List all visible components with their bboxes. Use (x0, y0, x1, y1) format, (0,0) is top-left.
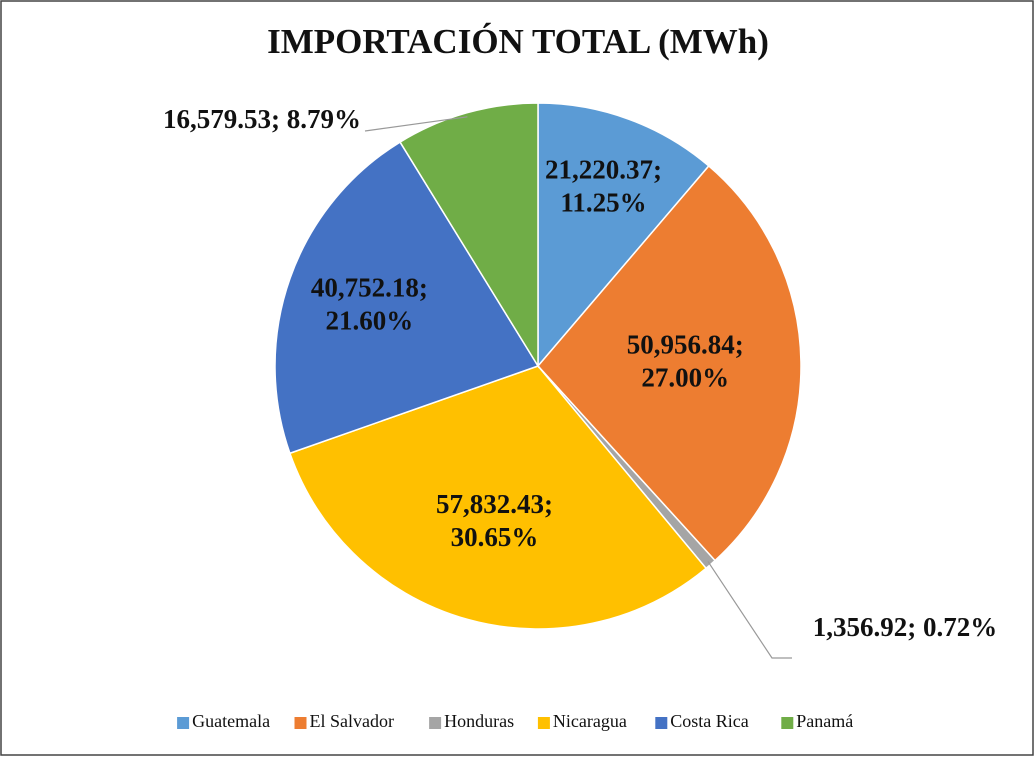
legend-label: Costa Rica (670, 711, 749, 731)
legend-swatch (177, 717, 190, 729)
legend-swatch (537, 717, 550, 729)
pie-slice (274, 141, 540, 455)
data-label-line: 11.25% (560, 188, 646, 218)
pie-slice (537, 102, 710, 369)
pie-slice (288, 365, 708, 630)
leader-line (364, 116, 468, 132)
data-label: 21,220.37; 11.25% (545, 155, 662, 218)
data-label-line: 57,832.43; (436, 489, 553, 519)
data-label-line: 21,220.37; (545, 155, 662, 185)
legend-label: Nicaragua (553, 711, 627, 731)
data-label: 50,956.84; 27.00% (627, 330, 744, 393)
legend-label: Guatemala (192, 711, 270, 731)
data-label: 16,579.53; 8.79% (163, 104, 361, 134)
legend-label: El Salvador (310, 711, 394, 731)
pie-slice (537, 164, 802, 562)
pie-slice (399, 102, 539, 369)
data-label-line: 27.00% (641, 363, 729, 393)
data-label-line: 30.65% (451, 522, 539, 552)
legend-swatch (294, 717, 307, 729)
data-label-line: 40,752.18; (311, 273, 428, 303)
legend-label: Panamá (796, 711, 853, 731)
data-label-line: 21.60% (326, 306, 414, 336)
data-label: 57,832.43; 30.65% (436, 489, 553, 552)
data-label: 1,356.92; 0.72% (813, 612, 998, 642)
chart-title: IMPORTACIÓN TOTAL (MWh) (267, 21, 769, 61)
data-label: 40,752.18; 21.60% (311, 273, 428, 336)
legend-label: Honduras (444, 711, 514, 731)
legend-swatch (655, 717, 668, 729)
leader-line (707, 561, 792, 659)
data-label-line: 50,956.84; (627, 330, 744, 360)
legend-swatch (781, 717, 794, 729)
legend-swatch (429, 717, 442, 729)
